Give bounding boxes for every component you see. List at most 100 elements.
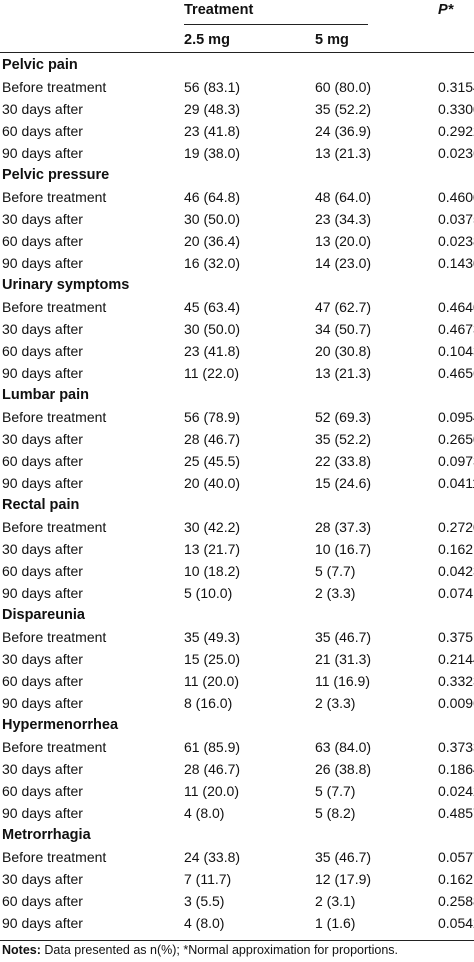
p-value-cell: 0.0375 xyxy=(438,211,474,227)
header-bottom-rule xyxy=(0,52,474,53)
dose-5mg-cell: 10 (16.7) xyxy=(315,541,372,557)
treatment-underline xyxy=(184,24,368,25)
group-title: Pelvic pressure xyxy=(2,167,110,183)
dose-5mg-cell: 15 (24.6) xyxy=(315,475,372,491)
dose-2.5mg-cell: 24 (33.8) xyxy=(184,849,241,865)
table-row: 90 days after 5 (10.0) 2 (3.3) 0.0741 xyxy=(0,582,474,604)
p-value-cell: 0.1621 xyxy=(438,871,474,887)
table-row: Before treatment 46 (64.8) 48 (64.0) 0.4600 xyxy=(0,186,474,208)
dose-5mg-cell: 21 (31.3) xyxy=(315,651,372,667)
table-row: 90 days after 16 (32.0) 14 (23.0) 0.1430 xyxy=(0,252,474,274)
time-point-cell: 90 days after xyxy=(2,585,83,601)
p-value-cell: 0.0577 xyxy=(438,849,474,865)
group-row: Pelvic pain xyxy=(0,54,474,76)
dose-5mg-cell: 12 (17.9) xyxy=(315,871,372,887)
time-point-cell: Before treatment xyxy=(2,739,107,755)
dose-2.5mg-cell: 30 (50.0) xyxy=(184,211,241,227)
dose-2.5mg-cell: 23 (41.8) xyxy=(184,343,241,359)
dose-5mg-cell: 60 (80.0) xyxy=(315,79,372,95)
group-title: Lumbar pain xyxy=(2,387,90,403)
p-value-cell: 0.4673 xyxy=(438,321,474,337)
time-point-cell: 30 days after xyxy=(2,101,83,117)
group-title: Pelvic pain xyxy=(2,57,78,73)
group-title: Urinary symptoms xyxy=(2,277,130,293)
time-point-cell: 60 days after xyxy=(2,343,83,359)
time-point-cell: 30 days after xyxy=(2,871,83,887)
group-row: Urinary symptoms xyxy=(0,274,474,296)
dose-5mg-header: 5 mg xyxy=(315,32,349,48)
dose-2.5mg-cell: 28 (46.7) xyxy=(184,431,241,447)
dose-5mg-cell: 13 (20.0) xyxy=(315,233,372,249)
p-value-cell: 0.1043 xyxy=(438,343,474,359)
time-point-cell: 30 days after xyxy=(2,651,83,667)
table-row: Before treatment 35 (49.3) 35 (46.7) 0.3751 xyxy=(0,626,474,648)
table-row: 30 days after 13 (21.7) 10 (16.7) 0.1621 xyxy=(0,538,474,560)
time-point-cell: 90 days after xyxy=(2,145,83,161)
dose-2.5mg-cell: 3 (5.5) xyxy=(184,893,225,909)
p-value-cell: 0.0242 xyxy=(438,783,474,799)
dose-5mg-cell: 35 (46.7) xyxy=(315,629,372,645)
dose-5mg-cell: 23 (34.3) xyxy=(315,211,372,227)
p-value-cell: 0.4600 xyxy=(438,189,474,205)
group-row: Lumbar pain xyxy=(0,384,474,406)
table-row: 60 days after 23 (41.8) 24 (36.9) 0.2922 xyxy=(0,120,474,142)
dose-2.5mg-cell: 4 (8.0) xyxy=(184,805,225,821)
p-value-cell: 0.4656 xyxy=(438,365,474,381)
table-row: 60 days after 20 (36.4) 13 (20.0) 0.0238 xyxy=(0,230,474,252)
dose-5mg-cell: 5 (8.2) xyxy=(315,805,356,821)
table-row: 90 days after 4 (8.0) 1 (1.6) 0.0542 xyxy=(0,912,474,934)
p-value-cell: 0.3154 xyxy=(438,79,474,95)
dose-5mg-cell: 52 (69.3) xyxy=(315,409,372,425)
dose-2.5mg-cell: 10 (18.2) xyxy=(184,563,241,579)
time-point-cell: Before treatment xyxy=(2,409,107,425)
dose-5mg-cell: 13 (21.3) xyxy=(315,365,372,381)
p-value-cell: 0.1864 xyxy=(438,761,474,777)
p-value-cell: 0.2922 xyxy=(438,123,474,139)
dose-2.5mg-cell: 11 (20.0) xyxy=(184,783,239,799)
time-point-cell: 90 days after xyxy=(2,365,83,381)
dose-5mg-cell: 26 (38.8) xyxy=(315,761,372,777)
time-point-cell: Before treatment xyxy=(2,519,107,535)
notes-text: Data presented as n(%); *Normal approxim… xyxy=(40,943,399,957)
dose-5mg-cell: 48 (64.0) xyxy=(315,189,372,205)
dose-2.5mg-cell: 15 (25.0) xyxy=(184,651,241,667)
dose-5mg-cell: 20 (30.8) xyxy=(315,343,372,359)
time-point-cell: 60 days after xyxy=(2,123,83,139)
time-point-cell: Before treatment xyxy=(2,299,107,315)
dose-5mg-cell: 14 (23.0) xyxy=(315,255,372,271)
p-value-cell: 0.3300 xyxy=(438,101,474,117)
dose-2.5mg-cell: 61 (85.9) xyxy=(184,739,241,755)
dose-2.5mg-cell: 56 (83.1) xyxy=(184,79,241,95)
time-point-cell: 60 days after xyxy=(2,563,83,579)
dose-5mg-cell: 34 (50.7) xyxy=(315,321,372,337)
p-value-cell: 0.2650 xyxy=(438,431,474,447)
group-title: Rectal pain xyxy=(2,497,80,513)
time-point-cell: Before treatment xyxy=(2,189,107,205)
table-row: 30 days after 15 (25.0) 21 (31.3) 0.2144 xyxy=(0,648,474,670)
table-row: 60 days after 23 (41.8) 20 (30.8) 0.1043 xyxy=(0,340,474,362)
p-value-cell: 0.0954 xyxy=(438,409,474,425)
time-point-cell: 90 days after xyxy=(2,475,83,491)
time-point-cell: Before treatment xyxy=(2,849,107,865)
time-point-cell: 60 days after xyxy=(2,453,83,469)
dose-5mg-cell: 13 (21.3) xyxy=(315,145,372,161)
dose-2.5mg-cell: 5 (10.0) xyxy=(184,585,233,601)
time-point-cell: 30 days after xyxy=(2,431,83,447)
table-row: 60 days after 11 (20.0) 11 (16.9) 0.3323 xyxy=(0,670,474,692)
dose-2.5mg-cell: 8 (16.0) xyxy=(184,695,233,711)
dose-2.5mg-cell: 35 (49.3) xyxy=(184,629,241,645)
dose-5mg-cell: 28 (37.3) xyxy=(315,519,372,535)
time-point-cell: 30 days after xyxy=(2,321,83,337)
dose-2.5mg-cell: 19 (38.0) xyxy=(184,145,241,161)
dose-2.5mg-cell: 20 (40.0) xyxy=(184,475,241,491)
dose-5mg-cell: 24 (36.9) xyxy=(315,123,372,139)
notes-label: Notes: xyxy=(2,943,41,957)
group-row: Dispareunia xyxy=(0,604,474,626)
table-row: 60 days after 10 (18.2) 5 (7.7) 0.0423 xyxy=(0,560,474,582)
p-value-cell: 0.2144 xyxy=(438,651,474,667)
p-value-header: P* xyxy=(438,2,454,18)
dose-5mg-cell: 35 (46.7) xyxy=(315,849,372,865)
table-row: 90 days after 19 (38.0) 13 (21.3) 0.0236 xyxy=(0,142,474,164)
table-row: 90 days after 8 (16.0) 2 (3.3) 0.0096 xyxy=(0,692,474,714)
